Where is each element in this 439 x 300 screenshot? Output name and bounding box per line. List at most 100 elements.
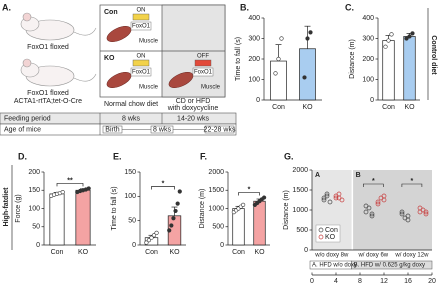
table-cell: 8 wks: [122, 115, 140, 122]
switch: [132, 13, 150, 21]
switch: [132, 59, 150, 67]
x-tick-label: 4: [334, 278, 338, 285]
age-box: [204, 125, 235, 134]
subgroup-label: w/o doxy 8w: [314, 253, 349, 259]
tissue-label: Muscle: [201, 85, 221, 91]
panel-label: F.: [200, 151, 207, 161]
panel-label: D.: [18, 151, 27, 161]
y-tick-label: 400: [362, 15, 374, 22]
x-tick-label: 8: [358, 278, 362, 285]
x-tick-label: 16: [404, 278, 412, 285]
y-axis-label: Time to fall (s): [235, 37, 242, 81]
y-axis-label: Distance (m): [199, 189, 206, 229]
data-point: [324, 193, 330, 199]
switch-label: OFF: [197, 54, 209, 60]
data-point: [381, 193, 387, 199]
age-box: [150, 125, 174, 134]
legend-label: KO: [325, 234, 336, 241]
bar: [75, 189, 91, 246]
subgroup-label: w/ doxy 6w: [357, 253, 388, 259]
panel-label: B.: [240, 2, 249, 12]
side-label: High-fatdiet: [3, 187, 10, 227]
data-point: [363, 209, 369, 215]
data-point: [383, 44, 388, 49]
data-point: [149, 235, 154, 240]
significance-label: *: [411, 178, 414, 185]
data-point: [423, 209, 429, 215]
data-point: [410, 31, 415, 36]
y-tick-label: 500: [296, 227, 308, 234]
data-point: [175, 201, 180, 206]
y-tick-label: 0: [304, 247, 308, 254]
data-point: [369, 211, 375, 217]
table-cell: 8 wks: [153, 126, 171, 133]
data-point: [171, 216, 176, 221]
significance-label: **: [67, 177, 73, 184]
y-tick-label: 1500: [292, 187, 308, 194]
y-tick-label: 0: [220, 242, 224, 249]
table-cell: 14-20 wks: [177, 115, 209, 122]
y-tick-label: 0: [132, 242, 136, 249]
tissue-label: Muscle: [139, 39, 159, 45]
y-tick-label: 100: [28, 205, 40, 212]
footer-label: A. HFD w/o doxy: [312, 263, 357, 269]
bar: [382, 40, 395, 101]
gene-box: [130, 21, 152, 31]
y-axis-label: Distance (m): [349, 39, 356, 79]
x-tick-label: KO: [169, 249, 180, 256]
bar: [270, 60, 287, 101]
y-tick-label: 2000: [208, 169, 224, 176]
data-point: [375, 201, 381, 207]
data-point: [308, 30, 313, 35]
data-point: [241, 202, 246, 207]
table-header: Age of mice: [4, 126, 41, 133]
switch-label: ON: [137, 54, 146, 60]
bar: [49, 193, 65, 246]
x-tick-label: Con: [51, 249, 64, 256]
x-tick-label: KO: [254, 249, 265, 256]
legend-marker: [318, 227, 324, 233]
mouse-label: ACTA1-rtTA;tet-O-Cre: [14, 98, 82, 105]
bar: [253, 200, 266, 246]
y-tick-label: 300: [248, 35, 260, 42]
data-point: [173, 208, 178, 214]
tissue-label: Muscle: [139, 85, 159, 91]
y-tick-label: 1000: [208, 205, 224, 212]
table-header: Feeding period: [4, 115, 51, 122]
y-tick-label: 300: [362, 35, 374, 42]
data-point: [363, 203, 369, 209]
y-tick-label: 150: [124, 169, 136, 176]
panel-label: A.: [2, 2, 11, 12]
x-tick-label: 12: [380, 278, 388, 285]
footer-box: [351, 260, 433, 270]
data-point: [279, 36, 284, 41]
data-point: [177, 189, 182, 194]
gene-label: FoxO1: [132, 70, 151, 76]
muscle: [106, 72, 132, 88]
significance-bracket: [238, 192, 260, 196]
data-point: [324, 191, 330, 197]
data-point: [276, 56, 281, 62]
diet-label: Normal chow diet: [104, 101, 158, 108]
x-tick-label: KO: [78, 249, 89, 256]
x-tick-label: 20: [428, 278, 436, 285]
y-tick-label: 1500: [208, 187, 224, 194]
diet-label: CD or HFD: [176, 98, 211, 105]
data-point: [60, 189, 65, 195]
data-point: [305, 36, 310, 41]
bar: [299, 48, 316, 101]
panel-label: C.: [345, 2, 354, 12]
data-point: [399, 211, 405, 217]
significance-label: *: [372, 178, 375, 185]
data-point: [407, 34, 412, 39]
y-tick-label: 100: [248, 76, 260, 83]
data-point: [169, 223, 174, 228]
gene-box: [192, 67, 214, 77]
data-point: [369, 213, 375, 219]
y-tick-label: 200: [248, 56, 260, 63]
legend-box: [315, 224, 341, 243]
data-point: [404, 36, 409, 41]
y-tick-label: 200: [28, 169, 40, 176]
x-tick-label: KO: [302, 104, 313, 111]
data-point: [154, 230, 159, 235]
